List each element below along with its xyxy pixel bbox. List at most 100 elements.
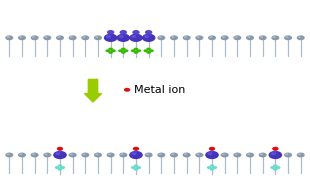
Circle shape: [129, 151, 143, 159]
Circle shape: [205, 151, 219, 159]
Circle shape: [58, 164, 62, 167]
Circle shape: [285, 36, 288, 38]
Circle shape: [183, 153, 191, 157]
Circle shape: [271, 35, 279, 40]
Circle shape: [276, 166, 281, 169]
Circle shape: [184, 153, 187, 155]
Circle shape: [19, 36, 22, 38]
Circle shape: [136, 166, 141, 169]
Circle shape: [284, 153, 292, 157]
Circle shape: [159, 36, 162, 38]
Circle shape: [246, 35, 254, 40]
Circle shape: [246, 153, 254, 157]
Circle shape: [298, 36, 301, 38]
Circle shape: [134, 168, 138, 171]
Circle shape: [247, 153, 250, 155]
Circle shape: [56, 35, 64, 40]
Circle shape: [94, 35, 102, 40]
Circle shape: [297, 153, 305, 157]
Circle shape: [195, 35, 203, 40]
Circle shape: [284, 35, 292, 40]
Circle shape: [271, 152, 276, 155]
Circle shape: [7, 36, 10, 38]
Circle shape: [197, 36, 200, 38]
Circle shape: [119, 153, 127, 157]
Circle shape: [144, 35, 149, 38]
Circle shape: [60, 166, 65, 169]
Circle shape: [285, 153, 288, 155]
Circle shape: [272, 36, 276, 38]
FancyArrow shape: [84, 79, 102, 102]
Circle shape: [298, 153, 301, 155]
Circle shape: [183, 35, 191, 40]
Circle shape: [170, 153, 178, 157]
Circle shape: [222, 36, 225, 38]
Circle shape: [31, 153, 39, 157]
Circle shape: [134, 48, 138, 50]
Circle shape: [222, 153, 225, 155]
Circle shape: [43, 153, 51, 157]
Circle shape: [82, 36, 86, 38]
Circle shape: [210, 150, 214, 153]
Circle shape: [70, 36, 73, 38]
Circle shape: [273, 150, 277, 153]
Circle shape: [136, 49, 141, 52]
Circle shape: [58, 168, 62, 171]
Circle shape: [197, 153, 200, 155]
Circle shape: [171, 153, 174, 155]
Circle shape: [133, 147, 139, 151]
Circle shape: [134, 164, 138, 167]
Circle shape: [247, 36, 250, 38]
Circle shape: [120, 30, 127, 35]
Circle shape: [132, 30, 140, 35]
Circle shape: [121, 51, 126, 54]
Circle shape: [82, 153, 86, 155]
Circle shape: [131, 35, 136, 38]
Circle shape: [108, 48, 113, 50]
Circle shape: [131, 166, 135, 169]
Circle shape: [212, 166, 217, 169]
Circle shape: [53, 151, 67, 159]
Circle shape: [235, 36, 238, 38]
Circle shape: [108, 51, 113, 54]
Circle shape: [260, 36, 263, 38]
Circle shape: [142, 34, 156, 42]
Circle shape: [95, 36, 98, 38]
Circle shape: [146, 51, 151, 54]
Circle shape: [146, 153, 149, 155]
Circle shape: [57, 147, 63, 151]
Circle shape: [297, 35, 305, 40]
Circle shape: [18, 153, 26, 157]
Circle shape: [273, 164, 278, 167]
Circle shape: [45, 36, 48, 38]
Circle shape: [119, 35, 124, 38]
Circle shape: [118, 49, 123, 52]
Circle shape: [146, 48, 151, 50]
Circle shape: [149, 49, 154, 52]
Circle shape: [32, 36, 35, 38]
Circle shape: [159, 153, 162, 155]
Circle shape: [207, 166, 212, 169]
Circle shape: [270, 166, 275, 169]
Circle shape: [117, 34, 130, 42]
Circle shape: [170, 35, 178, 40]
Circle shape: [81, 153, 89, 157]
Circle shape: [259, 35, 267, 40]
Circle shape: [145, 153, 153, 157]
Circle shape: [157, 153, 165, 157]
Circle shape: [272, 147, 279, 151]
Circle shape: [131, 152, 136, 155]
Circle shape: [32, 153, 35, 155]
Circle shape: [260, 153, 263, 155]
Circle shape: [221, 35, 229, 40]
Circle shape: [69, 153, 77, 157]
Circle shape: [95, 153, 98, 155]
Circle shape: [108, 153, 111, 155]
Circle shape: [233, 35, 241, 40]
Circle shape: [5, 153, 13, 157]
Circle shape: [129, 34, 143, 42]
Circle shape: [121, 153, 124, 155]
Circle shape: [131, 49, 135, 52]
Circle shape: [94, 153, 102, 157]
Circle shape: [209, 147, 215, 151]
